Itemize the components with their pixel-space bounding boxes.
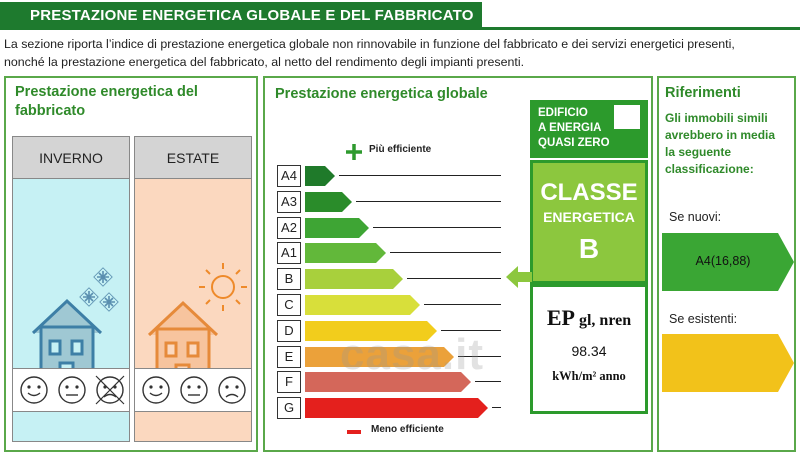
energy-class-row-d: D (277, 319, 507, 342)
energy-class-label: E (277, 345, 301, 368)
building-performance-panel: Prestazione energetica del fabbricato IN… (4, 76, 258, 452)
building-panel-title-line-2: fabbricato (15, 103, 86, 119)
energy-class-arrow (305, 372, 471, 393)
energy-class-row-f: F (277, 371, 507, 394)
energy-class-row-g: G (277, 397, 507, 420)
energy-class-label: D (277, 319, 301, 342)
energy-class-guide-line (475, 381, 501, 383)
intro-line-1: La sezione riporta l’indice di prestazio… (4, 37, 735, 51)
classe-label: CLASSE (540, 179, 638, 206)
more-efficient-label: Più efficiente (369, 144, 432, 155)
energy-class-label: B (277, 268, 301, 291)
references-text-line-1: Gli immobili simili (665, 111, 768, 125)
energy-class-label: G (277, 397, 301, 420)
energy-class-label: F (277, 371, 301, 394)
energy-class-arrow (305, 295, 420, 315)
energy-class-guide-line (407, 278, 501, 280)
references-description: Gli immobili simili avrebbero in media l… (665, 110, 775, 178)
energy-class-label: A2 (277, 216, 301, 239)
references-title: Riferimenti (665, 85, 741, 101)
energy-class-guide-line (458, 355, 501, 357)
winter-rating-faces (12, 368, 130, 412)
page-title: PRESTAZIONE ENERGETICA GLOBALE E DEL FAB… (0, 2, 482, 30)
nzeb-text: EDIFICIO A ENERGIA QUASI ZERO (538, 106, 610, 151)
energy-class-arrow (305, 269, 403, 290)
new-class-arrow (662, 233, 794, 291)
energetica-label: ENERGETICA (543, 209, 635, 225)
class-box: CLASSE ENERGETICA B (530, 160, 648, 284)
ep-label: EP gl, nren (533, 305, 645, 331)
ep-main: EP (546, 305, 575, 330)
energy-class-arrow (305, 217, 369, 238)
neutral-face-icon (180, 376, 208, 404)
references-text-line-4: classificazione: (665, 162, 754, 176)
ep-unit: kWh/m² anno (552, 369, 626, 383)
neutral-face-icon (58, 376, 86, 404)
energy-class-guide-line (492, 407, 501, 409)
nzeb-line-1: EDIFICIO (538, 107, 588, 119)
sad-face-crossed-icon (95, 375, 125, 405)
energy-class-row-a3: A3 (277, 190, 507, 213)
energy-class-label: A4 (277, 165, 301, 187)
less-efficient-label: Meno efficiente (371, 424, 444, 435)
class-value: B (578, 233, 600, 264)
existing-class-arrow (662, 334, 794, 392)
sad-face-icon (218, 376, 246, 404)
watermark: casa.it (340, 330, 484, 379)
ep-value: 98.34 (571, 343, 607, 359)
energy-class-row-c: C (277, 294, 507, 316)
energy-class-row-e: E (277, 345, 507, 368)
building-panel-title: Prestazione energetica del fabbricato (15, 83, 198, 121)
existing-label: Se esistenti: (669, 312, 738, 326)
energy-class-arrow (305, 320, 437, 341)
energy-class-guide-line (339, 175, 501, 176)
energy-class-guide-line (424, 304, 501, 305)
nzeb-line-3: QUASI ZERO (538, 137, 610, 149)
global-panel-title: Prestazione energetica globale (275, 86, 488, 102)
energy-class-guide-line (373, 226, 501, 228)
summer-rating-faces (134, 368, 252, 412)
energy-class-row-a1: A1 (277, 242, 507, 265)
energy-class-arrow (305, 346, 454, 367)
energy-class-label: A1 (277, 242, 301, 265)
plus-icon (346, 144, 362, 160)
ep-sub: gl, nren (578, 312, 632, 329)
ep-box: EP gl, nren 98.34 kWh/m² anno (530, 284, 648, 414)
energy-class-guide-line (390, 252, 501, 254)
class-pointer-arrow (506, 266, 532, 288)
energy-class-arrow (305, 398, 488, 419)
energy-class-arrow (305, 191, 352, 212)
header-bar: PRESTAZIONE ENERGETICA GLOBALE E DEL FAB… (0, 0, 800, 32)
sun-icon (199, 263, 247, 311)
energy-class-row-a2: A2 (277, 216, 507, 239)
energy-class-guide-line (441, 329, 501, 331)
header-rule (482, 27, 800, 30)
energy-class-label: A3 (277, 190, 301, 213)
snowflake-icon (79, 267, 119, 312)
building-panel-title-line-1: Prestazione energetica del (15, 84, 198, 100)
intro-text: La sezione riporta l’indice di prestazio… (4, 35, 800, 71)
happy-face-icon (142, 376, 170, 404)
references-text-line-2: avrebbero in media (665, 128, 776, 142)
new-label: Se nuovi: (669, 210, 722, 224)
happy-face-icon (20, 376, 48, 404)
less-efficient-bar (347, 430, 361, 434)
intro-line-2: nonché la prestazione energetica del fab… (4, 55, 525, 69)
energy-class-row-b: B (277, 268, 507, 291)
winter-label: INVERNO (13, 137, 129, 179)
nzeb-box: EDIFICIO A ENERGIA QUASI ZERO (530, 100, 648, 158)
energy-class-arrow (305, 166, 335, 186)
references-text-line-3: la seguente (665, 145, 732, 159)
nzeb-line-2: A ENERGIA (538, 122, 602, 134)
nzeb-checkbox (614, 105, 640, 129)
summer-label: ESTATE (135, 137, 251, 179)
energy-class-label: C (277, 294, 301, 316)
energy-class-guide-line (356, 200, 501, 202)
new-value: A4(16,88) (695, 254, 751, 268)
energy-class-arrow (305, 243, 386, 264)
energy-class-row-a4: A4 (277, 165, 507, 187)
